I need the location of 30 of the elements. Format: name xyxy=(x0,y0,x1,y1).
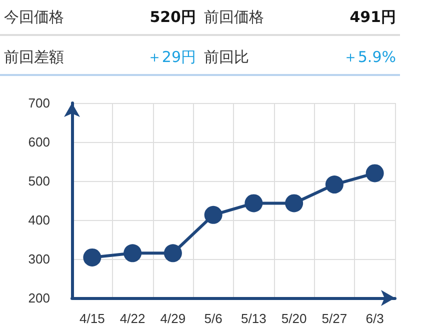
text: 520円 xyxy=(150,8,196,26)
text: 前回比 xyxy=(204,48,249,66)
x-tick-label: 4/15 xyxy=(80,311,105,326)
point xyxy=(204,206,222,224)
point xyxy=(366,164,384,182)
y-tick-label: 200 xyxy=(28,290,50,306)
point xyxy=(124,244,142,262)
y-tick-label: 300 xyxy=(28,252,50,266)
text: 前回差額 xyxy=(4,48,64,66)
y-tick-label: 500 xyxy=(28,174,50,188)
text: 491円 xyxy=(350,8,396,26)
text: 今回価格 xyxy=(4,8,64,26)
y-tick-label: 600 xyxy=(28,134,50,150)
text: 前回価格 xyxy=(204,8,264,26)
y-tick-label: 700 xyxy=(28,96,50,110)
x-tick-label: 5/20 xyxy=(281,311,307,326)
x-tick-label: 5/13 xyxy=(241,311,266,326)
text: ＋5.9% xyxy=(342,48,396,66)
x-tick-label: 4/29 xyxy=(160,311,186,326)
x-tick-label: 5/27 xyxy=(322,311,348,326)
point xyxy=(285,194,304,212)
point xyxy=(325,176,344,194)
text: ＋29円 xyxy=(146,48,196,66)
y-tick-label: 400 xyxy=(28,212,50,228)
x-tick-label: 4/22 xyxy=(120,311,146,326)
point xyxy=(164,244,182,262)
x-tick-label: 5/6 xyxy=(204,311,222,326)
x-tick-label: 6/3 xyxy=(366,311,384,326)
point xyxy=(244,194,263,212)
point xyxy=(83,248,102,266)
